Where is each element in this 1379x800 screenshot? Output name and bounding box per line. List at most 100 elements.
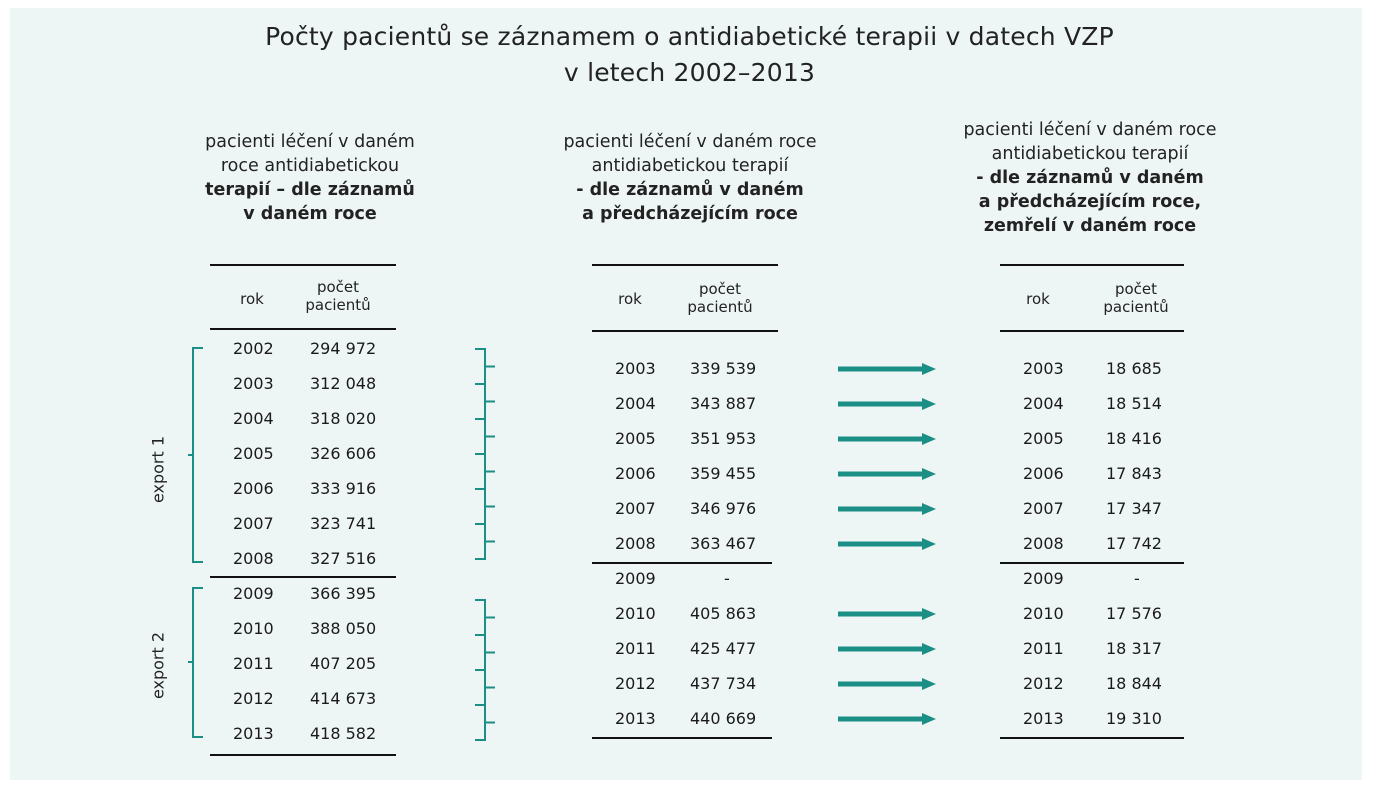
left-row-year: 2006	[233, 479, 274, 498]
left-header-line: terapií – dle záznamů	[205, 180, 415, 200]
arrow-right-icon	[838, 646, 924, 652]
middle-row-year: 2012	[615, 674, 656, 693]
right-header-line: antidiabetickou terapií	[991, 144, 1189, 164]
left-header-line: roce antidiabetickou	[220, 156, 400, 176]
pairing-bracket	[475, 523, 495, 560]
middle-row-year: 2011	[615, 639, 656, 658]
middle-row-year: 2008	[615, 534, 656, 553]
left-row-count: 418 582	[310, 724, 377, 743]
middle-table-gap-rule	[592, 562, 772, 564]
left-row-year: 2011	[233, 654, 274, 673]
middle-table-top-rule	[592, 264, 778, 266]
right-row-year: 2012	[1023, 674, 1064, 693]
middle-table-header-rule	[592, 330, 778, 332]
left-table-bottom-rule	[210, 754, 396, 756]
left-col-count-label: počet pacientů	[305, 278, 371, 314]
pairing-bracket	[475, 383, 495, 420]
right-header-line: pacienti léčení v daném roce	[963, 120, 1217, 140]
right-header-line: a předcházejícím roce,	[978, 192, 1202, 212]
pairing-bracket	[475, 418, 495, 455]
left-row-count: 312 048	[310, 374, 377, 393]
arrow-right-icon	[838, 471, 924, 477]
left-row-year: 2012	[233, 689, 274, 708]
left-row-year: 2005	[233, 444, 274, 463]
middle-row-count: -	[724, 569, 730, 588]
middle-row-count: 351 953	[690, 429, 757, 448]
right-row-count: 18 317	[1106, 639, 1162, 658]
figure-title-line1: Počty pacientů se záznamem o antidiabeti…	[265, 22, 1114, 51]
left-row-count: 333 916	[310, 479, 377, 498]
arrow-head-icon	[922, 713, 936, 725]
right-row-count: 17 843	[1106, 464, 1162, 483]
middle-row-year: 2013	[615, 709, 656, 728]
arrow-right-icon	[838, 541, 924, 547]
middle-header-line: antidiabetickou terapií	[591, 156, 789, 176]
middle-row-count: 405 863	[690, 604, 757, 623]
export2-bracket	[188, 587, 203, 738]
middle-row-year: 2010	[615, 604, 656, 623]
left-row-year: 2004	[233, 409, 274, 428]
middle-row-year: 2009	[615, 569, 656, 588]
left-row-count: 294 972	[310, 339, 377, 358]
arrow-head-icon	[922, 643, 936, 655]
middle-row-year: 2006	[615, 464, 656, 483]
left-row-year: 2013	[233, 724, 274, 743]
left-col-year-label: rok	[240, 290, 264, 308]
left-row-count: 366 395	[310, 584, 377, 603]
right-row-count: 19 310	[1106, 709, 1162, 728]
pairing-bracket	[475, 599, 495, 636]
arrow-right-icon	[838, 436, 924, 442]
left-row-year: 2009	[233, 584, 274, 603]
pairing-bracket	[475, 634, 495, 671]
right-row-count: 17 742	[1106, 534, 1162, 553]
left-row-count: 323 741	[310, 514, 377, 533]
right-row-year: 2005	[1023, 429, 1064, 448]
right-row-count: 18 514	[1106, 394, 1162, 413]
left-row-count: 327 516	[310, 549, 377, 568]
right-header-line: zemřelí v daném roce	[983, 216, 1197, 236]
middle-row-count: 437 734	[690, 674, 757, 693]
middle-col-year-label: rok	[618, 290, 642, 308]
right-row-year: 2009	[1023, 569, 1064, 588]
left-header-line: pacienti léčení v daném	[205, 132, 415, 152]
arrow-head-icon	[922, 608, 936, 620]
left-row-year: 2010	[233, 619, 274, 638]
right-row-count: 18 844	[1106, 674, 1162, 693]
middle-row-count: 343 887	[690, 394, 757, 413]
middle-row-count: 440 669	[690, 709, 757, 728]
middle-row-year: 2003	[615, 359, 656, 378]
arrow-right-icon	[838, 611, 924, 617]
pairing-bracket	[475, 453, 495, 490]
pairing-bracket	[475, 704, 495, 741]
left-row-year: 2008	[233, 549, 274, 568]
right-row-year: 2004	[1023, 394, 1064, 413]
left-row-year: 2002	[233, 339, 274, 358]
left-row-count: 318 020	[310, 409, 377, 428]
right-table-gap-rule	[1000, 562, 1184, 564]
arrow-right-icon	[838, 681, 924, 687]
left-table-top-rule	[210, 264, 396, 266]
right-row-year: 2007	[1023, 499, 1064, 518]
right-row-year: 2008	[1023, 534, 1064, 553]
middle-row-count: 346 976	[690, 499, 757, 518]
right-row-year: 2006	[1023, 464, 1064, 483]
arrow-right-icon	[838, 716, 924, 722]
left-row-year: 2007	[233, 514, 274, 533]
middle-row-count: 359 455	[690, 464, 757, 483]
right-column-header: pacienti léčení v daném roce antidiabeti…	[930, 118, 1250, 238]
left-row-count: 326 606	[310, 444, 377, 463]
pairing-bracket	[475, 488, 495, 525]
middle-row-year: 2007	[615, 499, 656, 518]
left-header-line: v daném roce	[243, 204, 377, 224]
right-header-line: - dle záznamů v daném	[976, 168, 1204, 188]
figure-panel	[10, 8, 1362, 780]
middle-row-year: 2004	[615, 394, 656, 413]
export1-bracket	[188, 347, 203, 563]
right-row-year: 2010	[1023, 604, 1064, 623]
middle-col-count-label: počet pacientů	[687, 280, 753, 316]
right-table-top-rule	[1000, 264, 1184, 266]
right-table-bottom-rule	[1000, 737, 1184, 739]
right-row-count: 18 685	[1106, 359, 1162, 378]
middle-row-year: 2005	[615, 429, 656, 448]
